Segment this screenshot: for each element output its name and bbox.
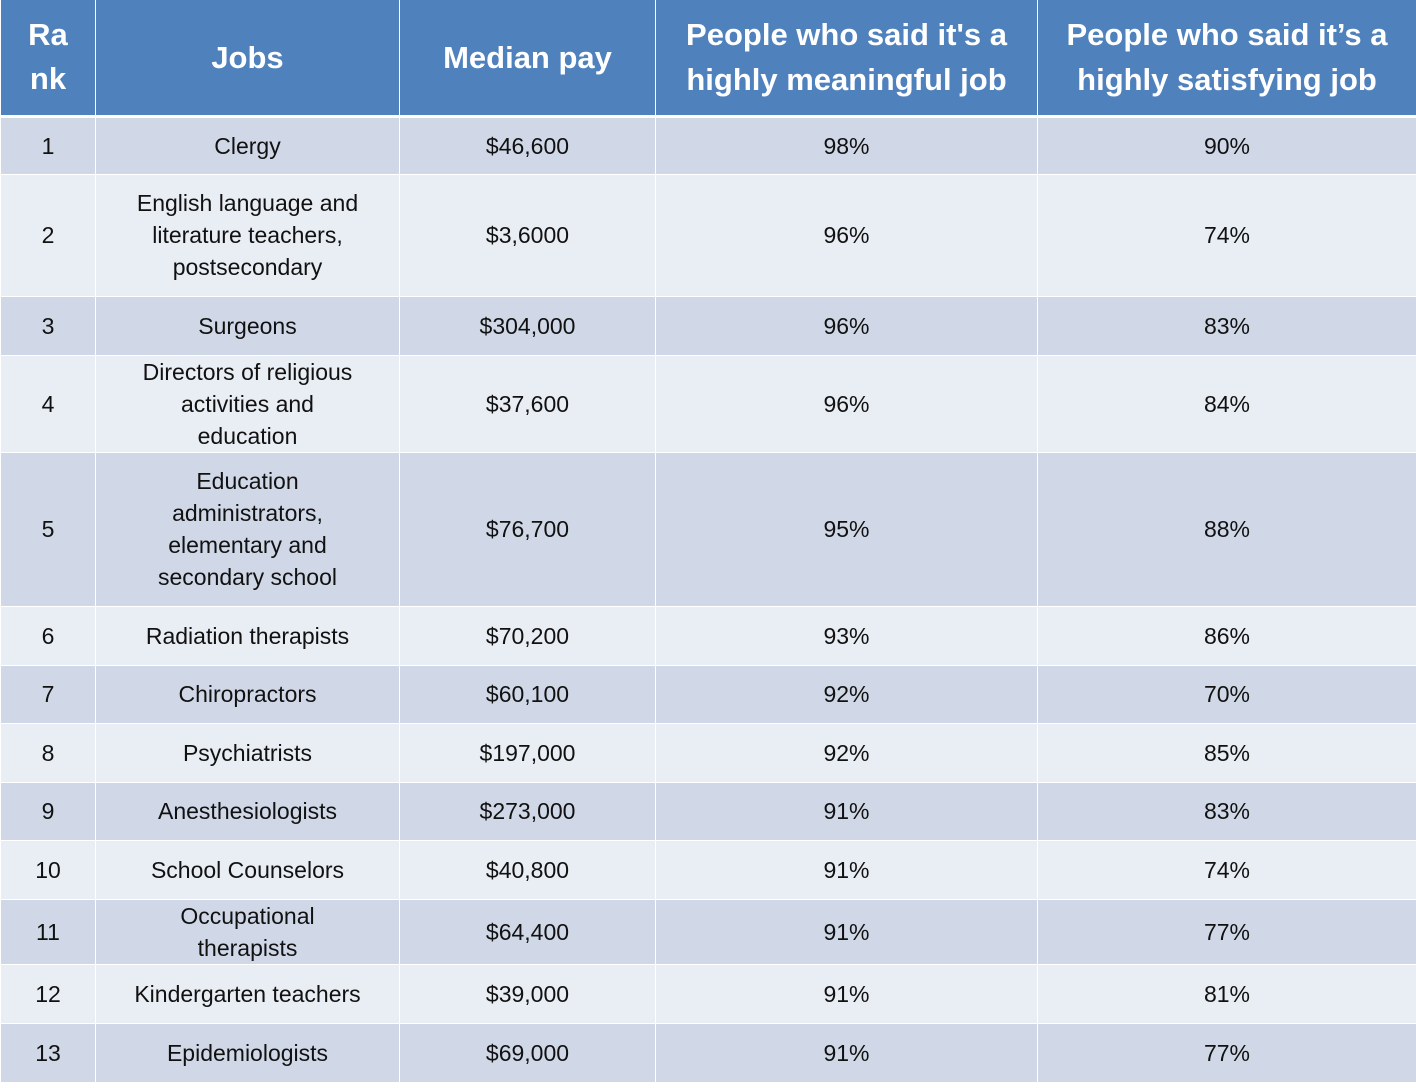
median-pay-cell: $37,600 <box>399 354 656 453</box>
meaningful-cell: 91% <box>655 781 1038 841</box>
meaningful-cell: 92% <box>655 722 1038 783</box>
job-cell: Clergy <box>95 115 400 175</box>
table-row: 10 School Counselors $40,800 91% 74% <box>0 839 1416 900</box>
header-median-pay: Median pay <box>399 0 656 118</box>
satisfying-cell: 86% <box>1037 605 1416 666</box>
job-cell: Education administrators, elementary and… <box>95 451 400 607</box>
satisfying-cell: 83% <box>1037 295 1416 356</box>
job-cell: Radiation therapists <box>95 605 400 666</box>
table-row: 3 Surgeons $304,000 96% 83% <box>0 295 1416 356</box>
job-cell: Surgeons <box>95 295 400 356</box>
rank-cell: 6 <box>0 605 96 666</box>
satisfying-cell: 70% <box>1037 664 1416 724</box>
job-cell: School Counselors <box>95 839 400 900</box>
rank-cell: 4 <box>0 354 96 453</box>
median-pay-cell: $70,200 <box>399 605 656 666</box>
meaningful-cell: 91% <box>655 898 1038 965</box>
rank-cell: 5 <box>0 451 96 607</box>
rank-cell: 7 <box>0 664 96 724</box>
rank-cell: 9 <box>0 781 96 841</box>
meaningful-cell: 98% <box>655 115 1038 175</box>
table-row: 8 Psychiatrists $197,000 92% 85% <box>0 722 1416 783</box>
meaningful-cell: 91% <box>655 963 1038 1024</box>
satisfying-cell: 74% <box>1037 839 1416 900</box>
median-pay-cell: $76,700 <box>399 451 656 607</box>
meaningful-cell: 91% <box>655 839 1038 900</box>
median-pay-cell: $40,800 <box>399 839 656 900</box>
satisfying-cell: 85% <box>1037 722 1416 783</box>
table-row: 4 Directors of religious activities and e… <box>0 354 1416 453</box>
median-pay-cell: $46,600 <box>399 115 656 175</box>
table-row: 2 English language and literature teacher… <box>0 173 1416 297</box>
table-row: 6 Radiation therapists $70,200 93% 86% <box>0 605 1416 666</box>
meaningful-cell: 92% <box>655 664 1038 724</box>
rank-cell: 11 <box>0 898 96 965</box>
rank-cell: 8 <box>0 722 96 783</box>
job-cell: Directors of religious activities and ed… <box>95 354 400 453</box>
table-row: 11 Occupational therapists $64,400 91% 77% <box>0 898 1416 965</box>
median-pay-cell: $273,000 <box>399 781 656 841</box>
median-pay-cell: $64,400 <box>399 898 656 965</box>
satisfying-cell: 74% <box>1037 173 1416 297</box>
meaningful-cell: 91% <box>655 1022 1038 1083</box>
median-pay-cell: $69,000 <box>399 1022 656 1083</box>
job-cell: Chiropractors <box>95 664 400 724</box>
rank-cell: 3 <box>0 295 96 356</box>
job-cell: English language and literature teachers… <box>95 173 400 297</box>
table-row: 1 Clergy $46,600 98% 90% <box>0 115 1416 175</box>
rank-cell: 1 <box>0 115 96 175</box>
rank-cell: 13 <box>0 1022 96 1083</box>
satisfying-cell: 77% <box>1037 1022 1416 1083</box>
job-cell: Anesthesiologists <box>95 781 400 841</box>
median-pay-cell: $197,000 <box>399 722 656 783</box>
header-satisfying: People who said it’s a highly satisfying… <box>1037 0 1416 118</box>
meaningful-cell: 96% <box>655 173 1038 297</box>
meaningful-cell: 96% <box>655 354 1038 453</box>
satisfying-cell: 77% <box>1037 898 1416 965</box>
table-row: 9 Anesthesiologists $273,000 91% 83% <box>0 781 1416 841</box>
rank-cell: 2 <box>0 173 96 297</box>
job-cell: Psychiatrists <box>95 722 400 783</box>
header-row: Ra nk Jobs Median pay People who said it… <box>0 0 1416 118</box>
job-cell: Kindergarten teachers <box>95 963 400 1024</box>
satisfying-cell: 90% <box>1037 115 1416 175</box>
header-meaningful: People who said it's a highly meaningful… <box>655 0 1038 118</box>
table-row: 7 Chiropractors $60,100 92% 70% <box>0 664 1416 724</box>
job-cell: Occupational therapists <box>95 898 400 965</box>
satisfying-cell: 88% <box>1037 451 1416 607</box>
satisfying-cell: 84% <box>1037 354 1416 453</box>
job-cell: Epidemiologists <box>95 1022 400 1083</box>
satisfying-cell: 81% <box>1037 963 1416 1024</box>
meaningful-cell: 96% <box>655 295 1038 356</box>
median-pay-cell: $304,000 <box>399 295 656 356</box>
satisfying-cell: 83% <box>1037 781 1416 841</box>
median-pay-cell: $3,6000 <box>399 173 656 297</box>
header-rank: Ra nk <box>0 0 96 118</box>
meaningful-cell: 93% <box>655 605 1038 666</box>
table-row: 5 Education administrators, elementary an… <box>0 451 1416 607</box>
table-row: 12 Kindergarten teachers $39,000 91% 81% <box>0 963 1416 1024</box>
median-pay-cell: $39,000 <box>399 963 656 1024</box>
median-pay-cell: $60,100 <box>399 664 656 724</box>
rank-cell: 10 <box>0 839 96 900</box>
meaningful-cell: 95% <box>655 451 1038 607</box>
rank-cell: 12 <box>0 963 96 1024</box>
table-row: 13 Epidemiologists $69,000 91% 77% <box>0 1022 1416 1083</box>
header-jobs: Jobs <box>95 0 400 118</box>
